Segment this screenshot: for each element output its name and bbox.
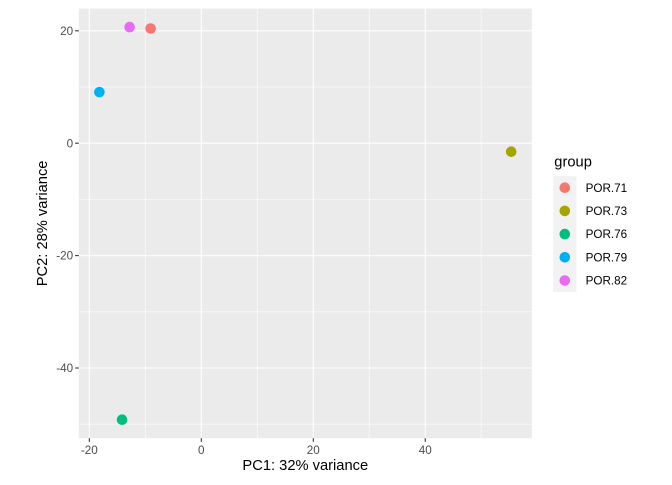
y-axis-tick-label: 20 (60, 25, 74, 38)
y-axis-title: PC2: 28% variance (35, 161, 51, 287)
x-axis-tick-label: 40 (419, 444, 433, 457)
legend-item-POR.79: POR.79 (553, 245, 628, 269)
legend-key-point-POR.76 (559, 228, 571, 240)
legend-label: POR.82 (586, 275, 628, 288)
data-point-POR.79 (94, 86, 105, 98)
legend-item-POR.82: POR.82 (553, 268, 628, 293)
data-point-POR.71 (145, 23, 156, 34)
y-axis-tick-label: -40 (56, 362, 73, 375)
legend-key-point-POR.82 (559, 275, 571, 286)
x-axis-tick-label: -20 (81, 444, 98, 457)
x-axis-tick-label: 0 (198, 444, 205, 457)
data-point-POR.73 (505, 146, 517, 157)
panel-background (78, 8, 532, 439)
legend-label: POR.76 (586, 228, 628, 241)
x-axis-title: PC1: 32% variance (242, 458, 368, 474)
legend-item-POR.73: POR.73 (553, 199, 628, 223)
data-point-POR.82 (124, 21, 135, 33)
legend-label: POR.73 (586, 205, 628, 218)
y-axis-tick-label: -20 (56, 250, 73, 263)
legend-item-POR.76: POR.76 (553, 222, 628, 246)
legend-item-POR.71: POR.71 (553, 176, 628, 200)
legend-title: group (554, 155, 592, 171)
legend-key-point-POR.79 (559, 251, 571, 263)
data-point-POR.76 (116, 414, 128, 426)
legend: group POR.71 POR.73 POR.76 POR.79 POR.82 (553, 155, 627, 293)
x-axis-tick-label: 20 (307, 444, 321, 457)
y-axis-tick-label: 0 (67, 137, 74, 150)
legend-key-point-POR.71 (559, 182, 571, 193)
legend-key-point-POR.73 (559, 205, 571, 217)
legend-label: POR.79 (586, 251, 628, 264)
legend-label: POR.71 (586, 182, 628, 195)
